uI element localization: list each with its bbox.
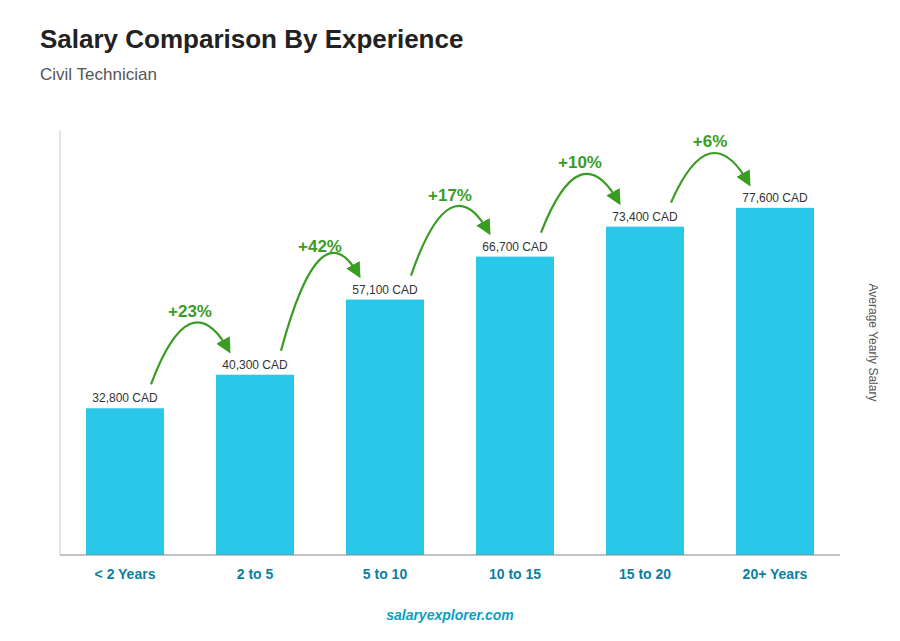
bar [606,227,684,555]
chart: Salary Comparison By Experience Civil Tec… [0,0,900,641]
change-arrow [671,153,749,203]
data-label: 32,800 CAD [92,391,158,405]
annotations: +23% +42% +17% +10% +6% [151,132,749,385]
data-label: 66,700 CAD [482,240,548,254]
change-label: +42% [298,237,342,256]
data-label: 40,300 CAD [222,358,288,372]
change-label: +17% [428,186,472,205]
x-axis-line [60,555,840,556]
y-axis-line [60,130,61,555]
x-tick-label: < 2 Years [95,566,156,582]
change-arrow [151,322,229,384]
bar [346,300,424,555]
bars [86,208,814,555]
change-arrow [281,253,359,351]
data-label: 57,100 CAD [352,283,418,297]
bar [216,375,294,555]
bar [736,208,814,555]
change-label: +6% [693,132,728,151]
bar [86,408,164,555]
footer: salaryexplorer.com [386,607,514,623]
x-tick-label: 15 to 20 [619,566,671,582]
x-tick-label: 20+ Years [743,566,808,582]
change-arrow [541,174,619,233]
data-label: 77,600 CAD [742,191,808,205]
x-tick-label: 5 to 10 [363,566,408,582]
x-tick-label: 2 to 5 [237,566,274,582]
data-label: 73,400 CAD [612,210,678,224]
change-arrow [411,206,489,276]
bar [476,257,554,555]
change-label: +23% [168,302,212,321]
change-label: +10% [558,153,602,172]
y-axis-label: Average Yearly Salary [866,284,880,402]
title: Salary Comparison By Experience [40,24,463,54]
x-tick-label: 10 to 15 [489,566,541,582]
subtitle: Civil Technician [40,65,157,84]
